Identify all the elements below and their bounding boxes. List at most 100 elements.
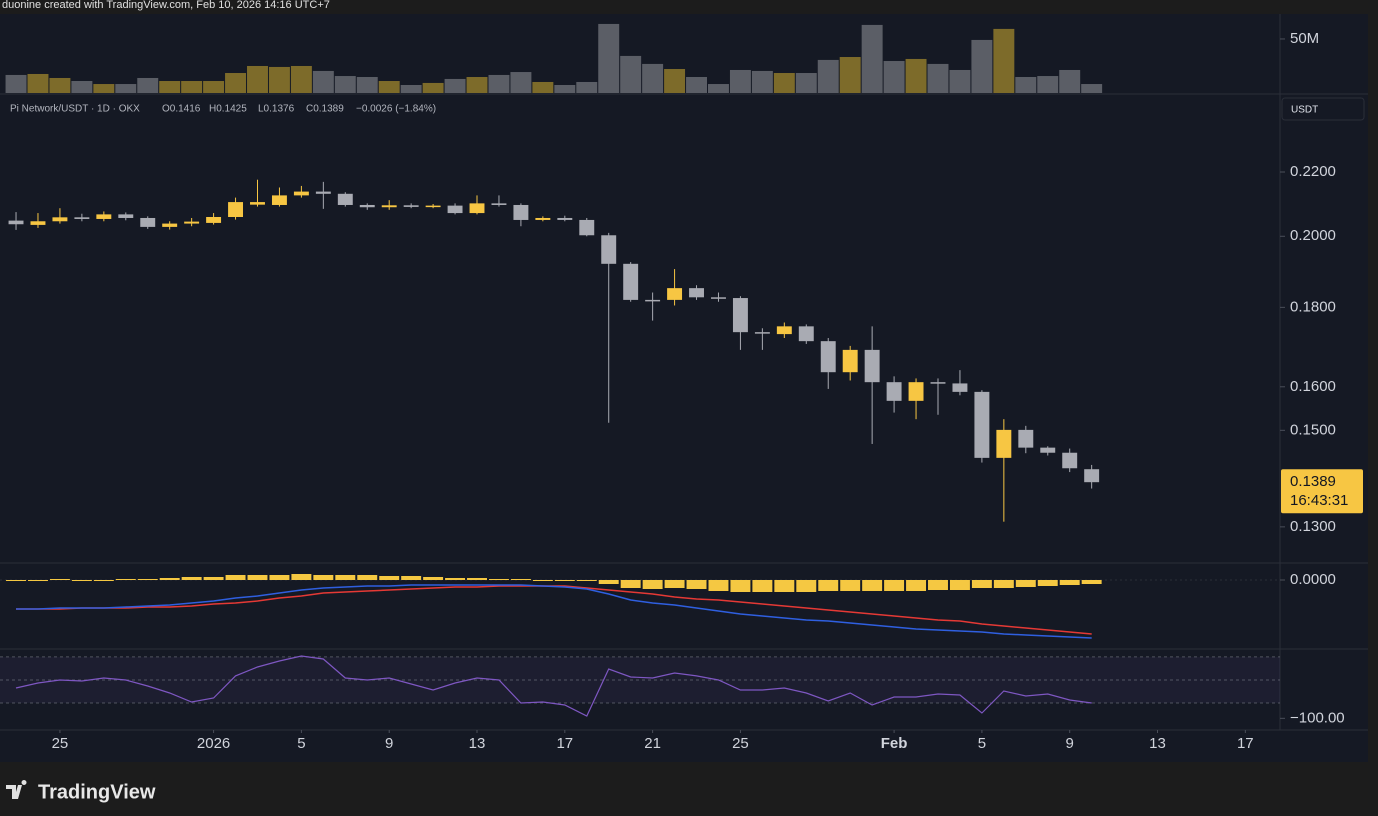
credit: duonine created with TradingView.com, Fe… — [2, 0, 330, 11]
volume-bar — [71, 81, 93, 93]
macd-histogram-bar — [488, 579, 509, 580]
candle-body — [930, 382, 946, 384]
macd-histogram-bar — [818, 580, 839, 591]
volume-bar — [356, 77, 378, 93]
macd-histogram-bar — [1081, 580, 1102, 584]
macd-histogram-bar — [357, 575, 378, 580]
candle-body — [118, 214, 134, 218]
currency-button[interactable]: USDT — [1281, 97, 1365, 121]
macd-histogram-bar — [686, 580, 707, 589]
volume-bar — [268, 66, 290, 93]
x-tick-label: 5 — [297, 735, 305, 752]
macd-histogram-bar — [971, 580, 992, 588]
volume-bar — [751, 70, 773, 93]
candle-body — [52, 217, 68, 222]
macd-histogram-bar — [445, 578, 466, 580]
candle-body — [1018, 429, 1034, 448]
macd-histogram-bar — [949, 580, 970, 590]
volume-bar — [488, 74, 510, 93]
ohlc-open: O0.1416 — [162, 104, 201, 115]
chart-background — [0, 14, 1368, 762]
macd-histogram-bar — [269, 575, 290, 580]
volume-bar — [971, 39, 993, 93]
macd-histogram-bar — [796, 580, 817, 592]
volume-bar — [729, 69, 751, 93]
y-tick-label: 0.1500 — [1290, 421, 1336, 438]
candle-body — [601, 235, 617, 264]
candle-body — [513, 204, 529, 220]
volume-bar — [861, 24, 883, 93]
candle-body — [315, 191, 331, 194]
volume-bar — [664, 69, 686, 93]
macd-histogram-bar — [620, 580, 641, 588]
candle-body — [271, 195, 287, 205]
volume-bar — [576, 81, 598, 93]
ohlc-low: L0.1376 — [258, 104, 295, 115]
volume-bar — [137, 77, 159, 93]
macd-histogram-bar — [181, 577, 202, 580]
macd-histogram-bar — [423, 577, 444, 580]
candle-body — [184, 221, 200, 224]
currency-label[interactable]: USDT — [1291, 105, 1318, 116]
candle-body — [162, 223, 178, 227]
volume-bar — [949, 69, 971, 93]
macd-histogram-bar — [708, 580, 729, 591]
candle-body — [732, 298, 748, 333]
volume-bar — [225, 73, 247, 93]
x-tick-label: 5 — [978, 735, 986, 752]
ohlc-close: C0.1389 — [306, 104, 344, 115]
volume-bar — [115, 84, 137, 93]
price-badge — [1281, 469, 1363, 514]
y-tick-label: 0.1800 — [1290, 298, 1336, 315]
candle-body — [711, 297, 726, 299]
macd-histogram-bar — [225, 575, 246, 580]
macd-histogram-bar — [928, 580, 948, 590]
candle-body — [820, 341, 836, 373]
pane-legend: Pi Network/USDT · 1D · OKX O0.1416 H0.14… — [10, 104, 436, 115]
oscillator-line — [15, 655, 1092, 717]
x-tick-label: 2026 — [197, 735, 230, 752]
candle-body — [250, 202, 265, 205]
volume-bar — [686, 77, 708, 93]
macd-histogram-bar — [993, 580, 1014, 588]
candle-body — [359, 204, 375, 208]
y-tick-label: 0.2200 — [1290, 163, 1336, 180]
ohlc-change: −0.0026 (−1.84%) — [356, 104, 436, 115]
volume-bar — [554, 85, 576, 93]
macd-histogram-bar — [1059, 580, 1080, 585]
candle-body — [557, 217, 573, 220]
candle-body — [1084, 469, 1100, 483]
macd-histogram-bar — [664, 580, 685, 588]
volume-bar — [49, 77, 71, 93]
button-frame[interactable] — [1281, 97, 1365, 121]
candle-body — [228, 202, 244, 217]
macd-histogram-bar — [862, 580, 883, 591]
macd-histogram-bar — [532, 580, 553, 581]
candle-body — [667, 288, 683, 300]
volume-bar — [708, 84, 729, 93]
x-tick-label: 13 — [1149, 735, 1166, 752]
volume-bar — [400, 85, 422, 93]
candle-body — [974, 391, 990, 458]
price-badge-value: 0.1389 — [1290, 473, 1336, 490]
candle-body — [447, 205, 463, 214]
volume-bar — [378, 81, 400, 93]
macd-histogram-bar — [510, 579, 531, 580]
volume-bar — [444, 78, 466, 93]
macd-histogram-bar — [71, 580, 92, 581]
volume-bar — [203, 81, 225, 93]
candle-body — [776, 326, 792, 335]
volume-bar — [290, 65, 312, 93]
x-tick-label: 25 — [732, 735, 749, 752]
y-tick-label: 0.1600 — [1290, 378, 1336, 395]
countdown: 16:43:31 — [1290, 492, 1348, 509]
volume-bar — [927, 63, 949, 93]
macd-histogram-bar — [247, 575, 268, 580]
logo-icon — [6, 780, 27, 799]
macd-histogram-bar — [49, 579, 70, 580]
level-band — [0, 656, 1280, 703]
candle-body — [381, 205, 397, 208]
macd-histogram-bar — [28, 580, 48, 581]
y-tick-label: 0.1300 — [1290, 518, 1336, 535]
macd-histogram-bar — [137, 579, 158, 580]
